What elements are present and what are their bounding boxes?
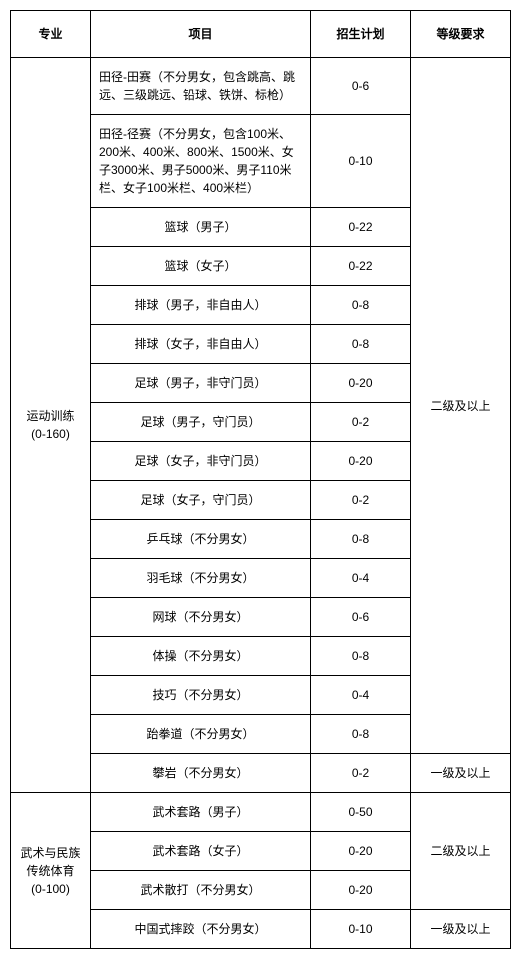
major-name: 运动训练 bbox=[26, 409, 74, 423]
item-cell: 体操（不分男女） bbox=[91, 637, 311, 676]
header-major: 专业 bbox=[11, 11, 91, 58]
req-cell: 一级及以上 bbox=[411, 910, 511, 949]
major-cell: 武术与民族 传统体育 (0-100) bbox=[11, 793, 91, 949]
req-cell: 二级及以上 bbox=[411, 793, 511, 910]
item-cell: 田径-径赛（不分男女，包含100米、200米、400米、800米、1500米、女… bbox=[91, 115, 311, 208]
plan-cell: 0-20 bbox=[311, 364, 411, 403]
item-cell: 中国式摔跤（不分男女） bbox=[91, 910, 311, 949]
major-cell: 运动训练 (0-160) bbox=[11, 58, 91, 793]
plan-cell: 0-10 bbox=[311, 910, 411, 949]
item-cell: 篮球（女子） bbox=[91, 247, 311, 286]
table-row: 运动训练 (0-160) 田径-田赛（不分男女，包含跳高、跳远、三级跳远、铅球、… bbox=[11, 58, 511, 115]
item-cell: 羽毛球（不分男女） bbox=[91, 559, 311, 598]
item-cell: 跆拳道（不分男女） bbox=[91, 715, 311, 754]
plan-cell: 0-6 bbox=[311, 58, 411, 115]
item-cell: 武术套路（男子） bbox=[91, 793, 311, 832]
plan-cell: 0-4 bbox=[311, 559, 411, 598]
plan-cell: 0-22 bbox=[311, 208, 411, 247]
plan-cell: 0-8 bbox=[311, 325, 411, 364]
plan-cell: 0-50 bbox=[311, 793, 411, 832]
major-range: (0-100) bbox=[31, 882, 70, 896]
item-cell: 足球（女子，守门员） bbox=[91, 481, 311, 520]
plan-cell: 0-8 bbox=[311, 520, 411, 559]
item-cell: 足球（男子，守门员） bbox=[91, 403, 311, 442]
item-cell: 足球（女子，非守门员） bbox=[91, 442, 311, 481]
plan-cell: 0-4 bbox=[311, 676, 411, 715]
header-req: 等级要求 bbox=[411, 11, 511, 58]
major-name: 传统体育 bbox=[26, 864, 74, 878]
item-cell: 足球（男子，非守门员） bbox=[91, 364, 311, 403]
major-range: (0-160) bbox=[31, 427, 70, 441]
item-cell: 篮球（男子） bbox=[91, 208, 311, 247]
item-cell: 排球（女子，非自由人） bbox=[91, 325, 311, 364]
item-cell: 攀岩（不分男女） bbox=[91, 754, 311, 793]
item-cell: 排球（男子，非自由人） bbox=[91, 286, 311, 325]
plan-cell: 0-2 bbox=[311, 754, 411, 793]
item-cell: 武术套路（女子） bbox=[91, 832, 311, 871]
item-cell: 网球（不分男女） bbox=[91, 598, 311, 637]
header-item: 项目 bbox=[91, 11, 311, 58]
item-cell: 技巧（不分男女） bbox=[91, 676, 311, 715]
plan-cell: 0-2 bbox=[311, 481, 411, 520]
plan-cell: 0-8 bbox=[311, 286, 411, 325]
admissions-table: 专业 项目 招生计划 等级要求 运动训练 (0-160) 田径-田赛（不分男女，… bbox=[10, 10, 511, 949]
table-row: 武术与民族 传统体育 (0-100) 武术套路（男子） 0-50 二级及以上 bbox=[11, 793, 511, 832]
plan-cell: 0-8 bbox=[311, 715, 411, 754]
header-row: 专业 项目 招生计划 等级要求 bbox=[11, 11, 511, 58]
major-name: 武术与民族 bbox=[20, 846, 80, 860]
plan-cell: 0-10 bbox=[311, 115, 411, 208]
item-cell: 田径-田赛（不分男女，包含跳高、跳远、三级跳远、铅球、铁饼、标枪） bbox=[91, 58, 311, 115]
plan-cell: 0-20 bbox=[311, 871, 411, 910]
plan-cell: 0-20 bbox=[311, 832, 411, 871]
item-cell: 乒乓球（不分男女） bbox=[91, 520, 311, 559]
item-cell: 武术散打（不分男女） bbox=[91, 871, 311, 910]
plan-cell: 0-2 bbox=[311, 403, 411, 442]
req-cell: 一级及以上 bbox=[411, 754, 511, 793]
plan-cell: 0-6 bbox=[311, 598, 411, 637]
plan-cell: 0-22 bbox=[311, 247, 411, 286]
plan-cell: 0-8 bbox=[311, 637, 411, 676]
plan-cell: 0-20 bbox=[311, 442, 411, 481]
header-plan: 招生计划 bbox=[311, 11, 411, 58]
req-cell: 二级及以上 bbox=[411, 58, 511, 754]
